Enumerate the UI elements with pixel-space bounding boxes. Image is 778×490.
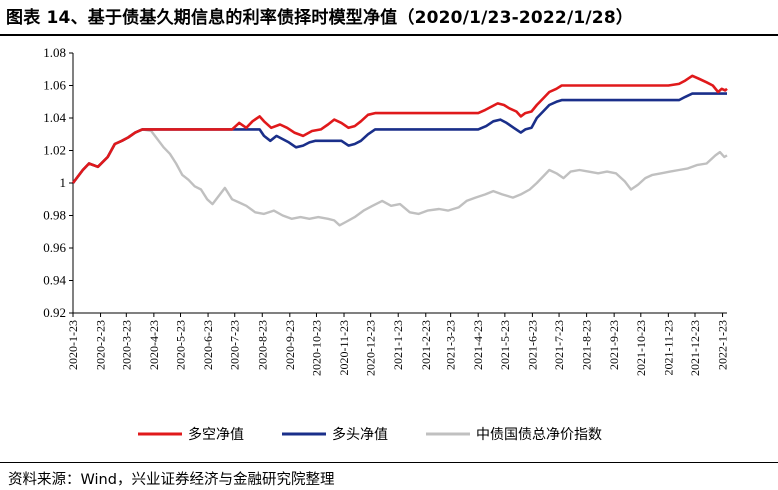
x-tick-label: 2020-9-23 (283, 320, 297, 370)
x-tick-label: 2021-5-23 (498, 320, 512, 370)
x-tick-label: 2021-8-23 (580, 320, 594, 370)
chart-legend: 多空净值 多头净值 中债国债总净价指数 (138, 426, 602, 443)
x-tick-label: 2020-11-23 (337, 320, 351, 376)
chart-title: 图表 14、基于债基久期信息的利率债择时模型净值（2020/1/23-2022/… (6, 8, 634, 28)
x-tick-label: 2020-7-23 (228, 320, 242, 370)
x-tick-label: 2020-10-23 (309, 320, 323, 376)
line-chart: 0.92 0.94 0.96 0.98 1 1.02 1.04 1.06 1.08 2020-1-… (43, 45, 729, 443)
source-note: 资料来源：Wind，兴业证券经济与金融研究院整理 (8, 472, 335, 488)
y-tick-label: 1.08 (43, 45, 66, 60)
x-tick-label: 2021-2-23 (419, 320, 433, 370)
y-tick-label: 0.94 (43, 273, 66, 288)
legend-label-1: 多空净值 (188, 426, 244, 443)
x-tick-label: 2021-4-23 (471, 320, 485, 370)
x-tick-label: 2020-6-23 (201, 320, 215, 370)
x-tick-label: 2021-11-23 (661, 320, 675, 376)
x-tick-label: 2021-7-23 (552, 320, 566, 370)
x-tick-label: 2021-6-23 (525, 320, 539, 370)
x-tick-label: 2020-12-23 (364, 320, 378, 376)
series-line-2 (71, 92, 727, 184)
series-line-1 (71, 74, 728, 184)
y-tick-label: 1 (60, 175, 67, 190)
y-tick-label: 1.04 (43, 110, 66, 125)
y-tick-label: 1.02 (43, 143, 66, 158)
legend-label-2: 多头净值 (332, 426, 388, 443)
x-tick-label: 2021-12-23 (688, 320, 702, 376)
x-tick-label: 2020-4-23 (147, 320, 161, 370)
y-tick-label: 1.06 (43, 78, 66, 93)
x-tick-label: 2020-2-23 (94, 320, 108, 370)
y-tick-label: 0.92 (43, 305, 66, 320)
source-rule (0, 462, 778, 463)
x-tick-label: 2020-1-23 (66, 320, 80, 370)
chart-axes: 0.92 0.94 0.96 0.98 1 1.02 1.04 1.06 1.08 2020-1-… (43, 45, 729, 376)
series-line-3 (72, 128, 728, 227)
y-tick-label: 0.96 (43, 240, 66, 255)
x-tick-label: 2021-1-23 (391, 320, 405, 370)
x-tick-label: 2022-1-23 (716, 320, 730, 370)
series-layer (71, 74, 728, 227)
x-tick-label: 2021-9-23 (607, 320, 621, 370)
x-tick-label: 2021-10-23 (634, 320, 648, 376)
x-tick-label: 2020-5-23 (174, 320, 188, 370)
legend-label-3: 中债国债总净价指数 (476, 427, 602, 443)
x-tick-label: 2020-3-23 (119, 320, 133, 370)
x-tick-label: 2020-8-23 (255, 320, 269, 370)
y-tick-label: 0.98 (43, 208, 66, 223)
title-rule (0, 34, 778, 36)
x-tick-label: 2021-3-23 (444, 320, 458, 370)
